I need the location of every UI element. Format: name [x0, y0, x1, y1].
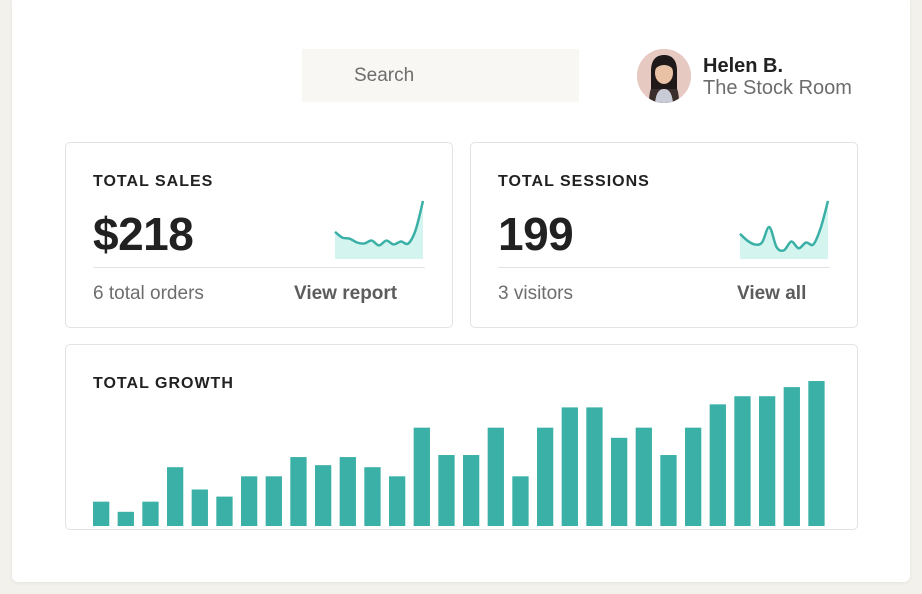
sparkline-area — [740, 200, 828, 259]
growth-bar — [512, 476, 529, 526]
growth-bar — [487, 427, 504, 526]
sessions-sparkline — [739, 200, 830, 259]
view-all-link[interactable]: View all — [737, 283, 807, 304]
view-report-link[interactable]: View report — [294, 283, 398, 304]
growth-bar — [117, 511, 134, 526]
total-growth-card: TOTAL GROWTH — [65, 344, 858, 530]
sessions-value: 199 — [498, 208, 574, 260]
growth-bar — [734, 396, 751, 526]
total-sessions-card: TOTAL SESSIONS 199 3 visitors View all — [470, 142, 858, 328]
divider — [498, 267, 830, 268]
total-sales-card: TOTAL SALES $218 6 total orders View rep… — [65, 142, 453, 328]
growth-bar — [685, 427, 702, 526]
growth-bar — [315, 465, 332, 526]
growth-bar — [759, 396, 776, 526]
card-title: TOTAL SESSIONS — [498, 173, 650, 190]
growth-bar — [265, 476, 282, 526]
growth-bar — [191, 489, 208, 526]
sparkline-area — [335, 200, 423, 259]
divider — [93, 267, 425, 268]
growth-bar — [586, 407, 603, 526]
growth-bar — [216, 496, 233, 526]
user-name[interactable]: Helen B. — [703, 55, 784, 77]
visitors-count: 3 visitors — [498, 283, 573, 304]
growth-bar — [783, 387, 800, 526]
growth-bar — [709, 404, 726, 526]
growth-bar — [660, 455, 677, 526]
growth-bar — [364, 467, 381, 526]
growth-bar — [290, 457, 307, 526]
sparkline-line — [739, 200, 830, 253]
growth-bar — [413, 427, 430, 526]
search-input[interactable] — [302, 49, 579, 102]
growth-bar — [635, 427, 652, 526]
card-title: TOTAL GROWTH — [93, 375, 234, 392]
card-title: TOTAL SALES — [93, 173, 214, 190]
growth-bar — [389, 476, 406, 526]
growth-bar — [241, 476, 258, 526]
growth-bar — [93, 501, 110, 526]
sales-value: $218 — [93, 208, 194, 260]
growth-bar — [537, 427, 554, 526]
sparkline-line — [334, 200, 425, 247]
growth-bar — [167, 467, 184, 526]
sales-sparkline — [334, 200, 425, 259]
orders-count: 6 total orders — [93, 283, 204, 304]
growth-bar — [808, 381, 825, 526]
store-name[interactable]: The Stock Room — [703, 77, 852, 99]
growth-bar — [438, 455, 455, 526]
growth-bar — [339, 457, 356, 526]
growth-bar — [611, 437, 628, 526]
avatar[interactable] — [637, 49, 691, 103]
growth-bar — [463, 455, 480, 526]
growth-bar — [142, 501, 159, 526]
growth-bar — [561, 407, 578, 526]
growth-bar-chart — [93, 381, 825, 526]
avatar-image — [637, 49, 691, 103]
